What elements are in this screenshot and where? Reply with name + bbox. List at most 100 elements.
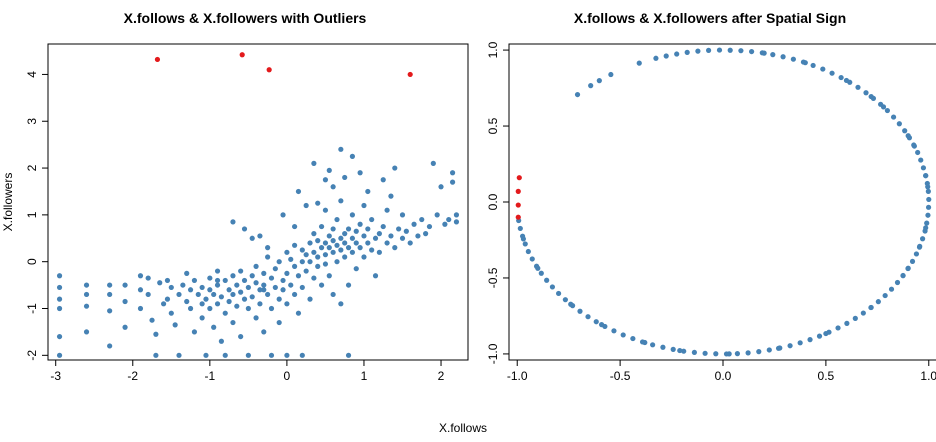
- data-point: [176, 291, 182, 298]
- data-point: [245, 305, 251, 312]
- data-point: [207, 305, 213, 312]
- data-point: [860, 310, 866, 316]
- data-point: [388, 193, 394, 199]
- data-point: [253, 263, 259, 269]
- data-point: [790, 56, 796, 62]
- data-point: [318, 282, 325, 288]
- data-point: [925, 204, 932, 210]
- data-point: [261, 282, 267, 288]
- data-point: [538, 270, 544, 276]
- data-point: [770, 52, 776, 58]
- data-point: [361, 233, 367, 239]
- data-point: [342, 231, 348, 237]
- data-point: [388, 233, 394, 239]
- data-point: [449, 179, 456, 185]
- data-point: [187, 287, 194, 293]
- data-point: [276, 259, 282, 265]
- data-point: [276, 319, 282, 326]
- data-point: [916, 244, 923, 250]
- data-point: [222, 310, 228, 316]
- data-point: [145, 275, 151, 281]
- data-point: [349, 212, 356, 218]
- data-point: [342, 254, 348, 260]
- data-point: [214, 277, 221, 284]
- y-tick-label: -1.0: [486, 343, 500, 364]
- data-point: [284, 301, 290, 307]
- data-point: [884, 107, 891, 114]
- data-point: [180, 282, 186, 288]
- data-point: [453, 219, 460, 225]
- data-point: [56, 273, 63, 279]
- data-point: [446, 216, 452, 223]
- data-point: [326, 167, 332, 173]
- data-point: [376, 231, 382, 237]
- data-point: [598, 322, 605, 328]
- data-point: [292, 223, 298, 230]
- data-point: [284, 249, 290, 255]
- data-point: [691, 349, 697, 356]
- data-point: [160, 301, 167, 307]
- data-point: [365, 240, 371, 246]
- data-point: [608, 71, 614, 78]
- x-axis: -3 -2 -1 0 1 2: [50, 360, 445, 383]
- data-point: [168, 310, 174, 316]
- data-point: [218, 338, 224, 344]
- data-point: [716, 47, 723, 53]
- data-point: [855, 84, 861, 90]
- data-point: [802, 60, 808, 66]
- data-point: [222, 277, 228, 284]
- data-point: [265, 245, 271, 251]
- data-point: [191, 329, 198, 335]
- x-tick-label: 0.5: [818, 369, 835, 383]
- data-point: [299, 352, 305, 358]
- data-point: [218, 294, 224, 300]
- data-point: [868, 304, 874, 311]
- data-point: [122, 324, 128, 330]
- data-point: [924, 220, 930, 226]
- y-tick-label: -2: [25, 350, 39, 361]
- x-tick-label: 0: [284, 369, 291, 383]
- data-point: [172, 322, 178, 328]
- data-point: [211, 291, 217, 298]
- data-point: [203, 296, 209, 302]
- data-point: [288, 282, 294, 288]
- data-point: [681, 348, 687, 354]
- y-axis-label: X.followers: [1, 173, 15, 232]
- data-point: [164, 277, 171, 284]
- data-point: [238, 333, 244, 340]
- data-point: [284, 270, 290, 276]
- data-point: [238, 268, 244, 274]
- data-point: [157, 280, 163, 286]
- data-point: [261, 287, 267, 293]
- plot-frame: [47, 43, 469, 361]
- data-point: [338, 247, 344, 253]
- data-point: [369, 216, 375, 223]
- data-point: [280, 212, 286, 218]
- data-point: [925, 188, 931, 194]
- data-point: [896, 121, 902, 127]
- shared-x-axis-label: X.follows: [439, 421, 487, 435]
- chart-title: X.follows & X.followers after Spatial Si…: [574, 10, 846, 26]
- y-tick-label: 3: [25, 118, 39, 125]
- data-point: [761, 50, 767, 56]
- x-tick-label: -1.0: [507, 369, 528, 383]
- outlier-point: [515, 202, 521, 208]
- data-point: [453, 212, 460, 218]
- scatter-panel-outliers: X.follows & X.followers with Outliers -3…: [1, 10, 469, 383]
- data-point: [234, 303, 240, 309]
- data-point: [787, 343, 793, 349]
- data-point: [338, 198, 344, 204]
- data-point: [726, 351, 732, 357]
- data-point: [913, 251, 920, 257]
- data-point: [334, 216, 340, 223]
- data-point: [295, 310, 302, 316]
- data-point: [311, 160, 317, 166]
- data-point: [184, 298, 190, 305]
- data-point: [56, 305, 63, 312]
- data-point: [875, 299, 881, 305]
- data-point: [322, 207, 329, 213]
- data-point: [636, 60, 642, 66]
- data-point: [365, 188, 371, 195]
- data-point: [184, 270, 190, 276]
- data-point: [863, 90, 869, 96]
